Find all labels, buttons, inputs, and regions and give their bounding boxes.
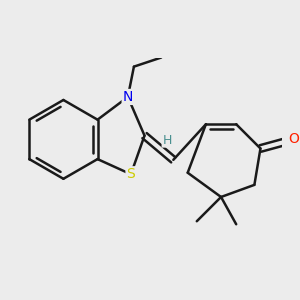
- Text: N: N: [123, 90, 133, 104]
- Text: H: H: [163, 134, 172, 147]
- Text: O: O: [288, 132, 299, 146]
- Text: S: S: [127, 167, 135, 181]
